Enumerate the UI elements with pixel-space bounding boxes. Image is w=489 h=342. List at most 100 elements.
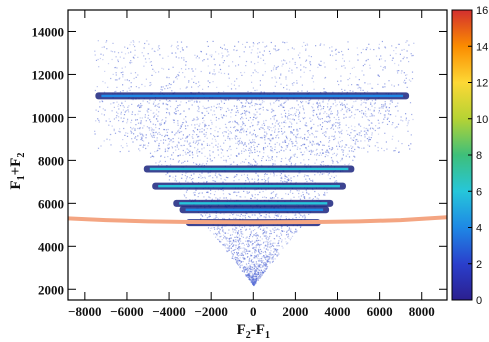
scatter-point [126, 90, 128, 92]
scatter-point [237, 264, 240, 266]
scatter-point [251, 273, 253, 275]
scatter-point [217, 135, 219, 137]
scatter-point [375, 99, 377, 101]
scatter-point [260, 260, 262, 262]
scatter-point [189, 150, 191, 152]
scatter-point [265, 265, 267, 267]
scatter-point [230, 243, 233, 245]
scatter-point [305, 101, 307, 103]
scatter-point [331, 124, 333, 126]
scatter-point [250, 276, 252, 278]
scatter-point [229, 242, 231, 244]
scatter-point [288, 70, 290, 72]
scatter-point [271, 261, 274, 263]
scatter-point [280, 160, 282, 163]
scatter-point [167, 148, 170, 150]
scatter-point [264, 139, 266, 141]
scatter-point [348, 108, 350, 110]
scatter-point [328, 145, 330, 147]
scatter-point [282, 132, 284, 134]
scatter-point [211, 138, 214, 140]
scatter-point [257, 268, 259, 270]
scatter-point [120, 117, 122, 119]
scatter-point [345, 144, 347, 146]
scatter-point [217, 149, 219, 151]
scatter-point [116, 86, 118, 88]
scatter-point [112, 73, 114, 75]
scatter-point [239, 56, 241, 58]
scatter-point [269, 53, 271, 55]
scatter-point [242, 215, 244, 217]
scatter-point [228, 245, 230, 247]
scatter-point [274, 242, 276, 244]
scatter-point [252, 87, 254, 89]
scatter-point [242, 266, 244, 268]
scatter-point [302, 191, 304, 193]
scatter-point [227, 51, 229, 53]
scatter-point [289, 158, 291, 160]
scatter-point [290, 114, 292, 116]
scatter-point [250, 266, 252, 268]
scatter-point [249, 225, 251, 227]
scatter-point [208, 216, 210, 218]
scatter-point [211, 121, 213, 124]
scatter-point [192, 70, 194, 72]
scatter-point [257, 277, 259, 279]
scatter-point [251, 49, 253, 51]
scatter-point [347, 41, 349, 43]
scatter-point [303, 109, 305, 111]
scatter-point [242, 233, 244, 235]
scatter-point [233, 258, 235, 260]
scatter-point [257, 227, 259, 229]
scatter-point [238, 239, 240, 241]
scatter-point [164, 135, 166, 138]
scatter-point [380, 107, 382, 109]
scatter-point [99, 106, 101, 108]
scatter-point [174, 134, 176, 136]
scatter-point [286, 243, 288, 245]
scatter-point [154, 105, 156, 107]
scatter-point [223, 72, 226, 75]
scatter-point [141, 52, 143, 54]
scatter-point [314, 190, 316, 193]
scatter-point [334, 131, 336, 133]
scatter-point [221, 230, 224, 232]
scatter-point [170, 83, 172, 86]
scatter-point [176, 78, 178, 80]
scatter-point [344, 89, 346, 91]
scatter-point [278, 242, 280, 244]
scatter-point [147, 53, 149, 55]
scatter-point [351, 150, 353, 152]
scatter-point [295, 136, 297, 138]
scatter-point [227, 250, 229, 252]
scatter-point [155, 126, 157, 129]
scatter-point [343, 113, 345, 116]
scatter-point [298, 196, 300, 198]
scatter-point [250, 102, 252, 104]
scatter-point [405, 77, 407, 79]
scatter-point [249, 260, 251, 262]
scatter-point [111, 110, 113, 112]
scatter-point [245, 248, 247, 250]
scatter-point [279, 77, 281, 79]
scatter-point [253, 284, 255, 286]
scatter-point [295, 231, 297, 233]
scatter-point [249, 279, 251, 281]
scatter-point [273, 117, 275, 119]
scatter-point [126, 122, 128, 124]
scatter-point [300, 102, 303, 104]
scatter-point [142, 100, 144, 102]
scatter-point [249, 278, 251, 281]
scatter-point [254, 279, 256, 281]
scatter-point [228, 238, 231, 241]
scatter-point [305, 59, 308, 61]
scatter-point [122, 147, 124, 149]
scatter-point [221, 226, 223, 228]
scatter-point [341, 102, 343, 104]
scatter-point [147, 114, 150, 116]
scatter-point [246, 236, 248, 238]
scatter-point [329, 108, 331, 110]
scatter-point [225, 238, 227, 241]
scatter-point [277, 214, 279, 216]
scatter-point [293, 107, 296, 109]
